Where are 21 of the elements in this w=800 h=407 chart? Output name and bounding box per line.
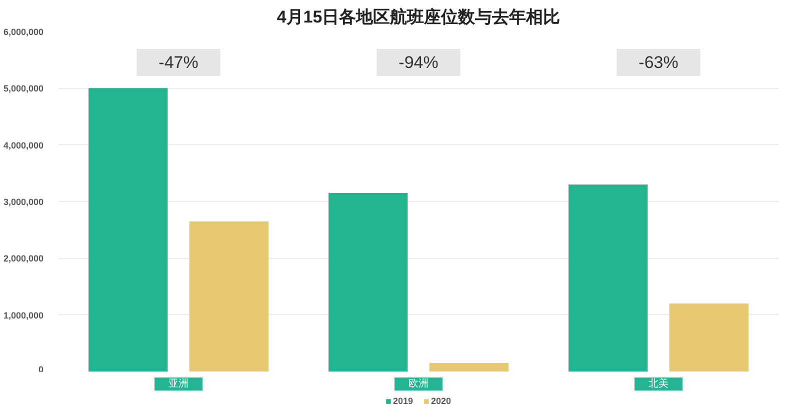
bar [88,88,168,372]
bar [669,304,748,372]
bar [429,363,508,372]
legend-label: 2020 [431,396,452,406]
y-tick-label: 1,000,000 [3,310,44,320]
annotation: -47% [158,53,198,72]
bar [189,221,268,372]
y-tick-label: 4,000,000 [3,140,44,150]
y-tick-label: 6,000,000 [3,27,44,37]
x-tick-label: 北美 [648,378,668,390]
x-tick-label: 欧洲 [408,378,428,390]
y-tick-label: 3,000,000 [3,197,44,207]
bar [328,193,408,372]
bar [568,184,648,372]
annotation: -94% [398,53,438,72]
y-tick-label: 2,000,000 [3,254,44,264]
legend-label: 2019 [392,396,413,406]
annotation: -63% [638,53,678,72]
x-tick-label: 亚洲 [168,378,188,390]
y-tick-label: 5,000,000 [3,84,44,94]
chart-title: 4月15日各地区航班座位数与去年相比 [276,8,560,26]
